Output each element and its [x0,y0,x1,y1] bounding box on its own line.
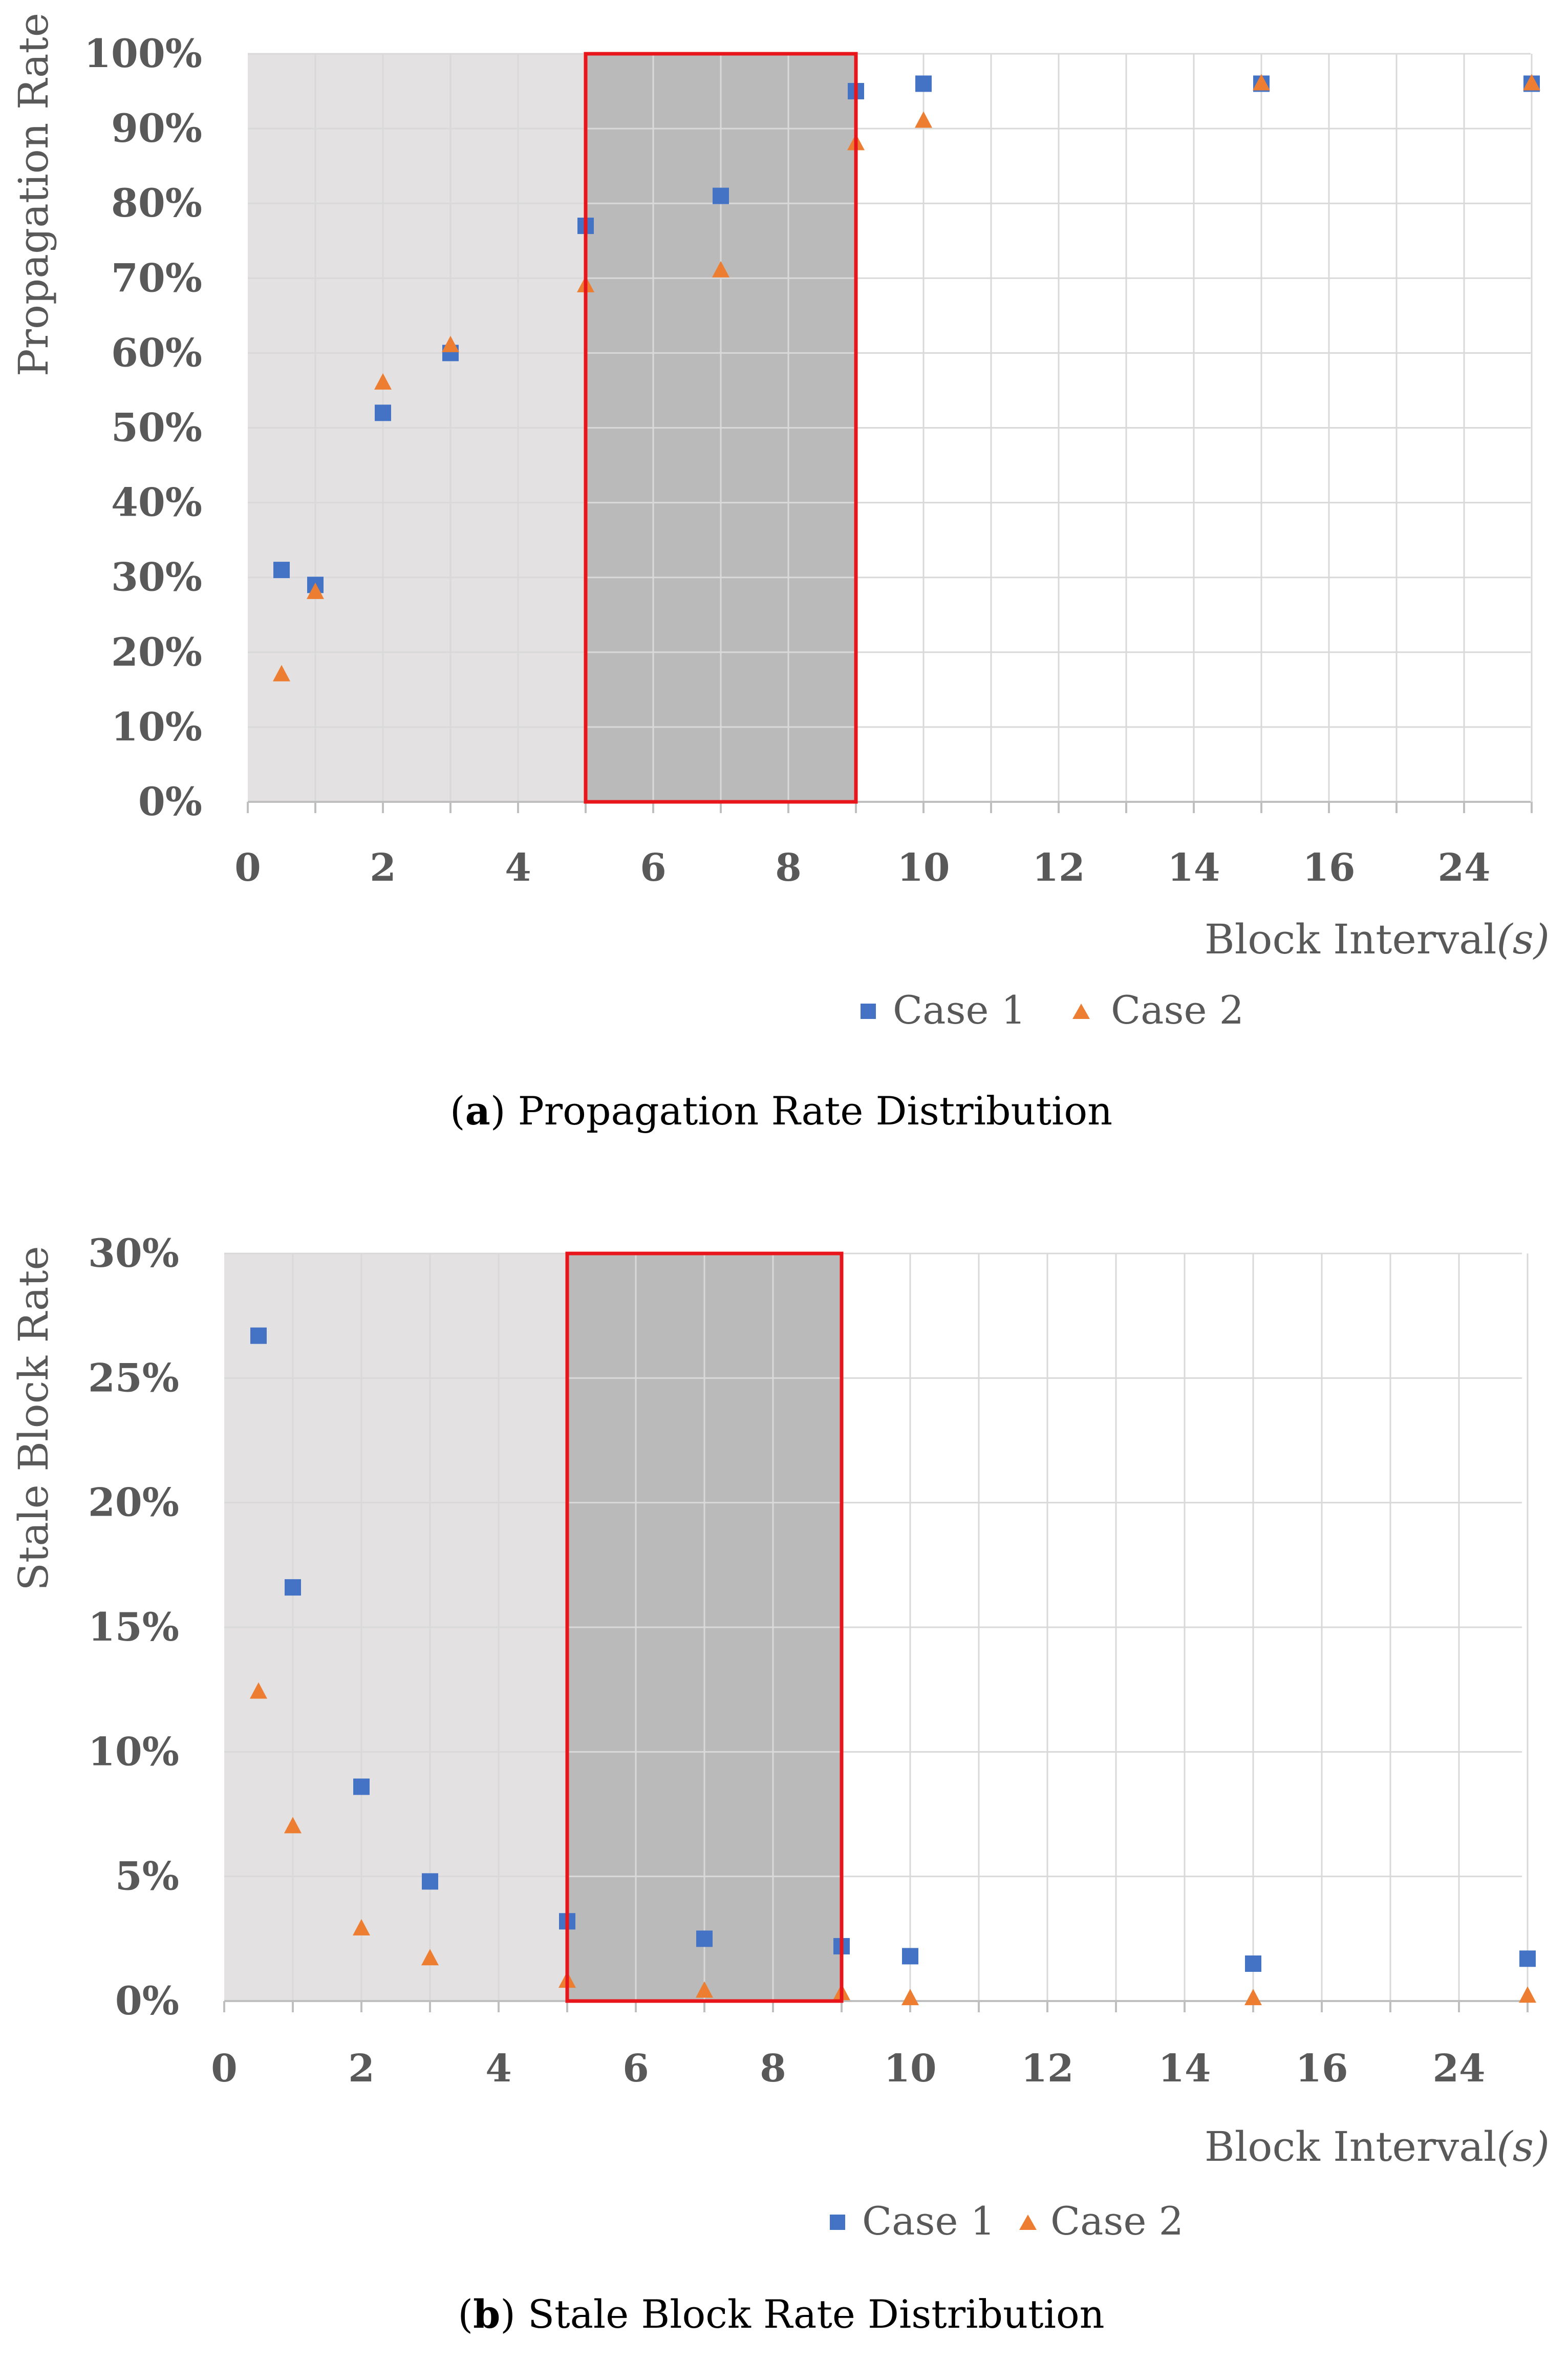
b-point-case1 [353,1778,370,1795]
a-y-tick-label: 20% [111,629,202,675]
a-x-tick-label: 8 [775,846,802,890]
a-point-case2 [442,335,459,352]
b-x-tick-label: 6 [622,2047,649,2091]
a-point-case2 [1253,74,1270,91]
b-point-case1 [285,1579,301,1596]
b-legend-case1-label: Case 1 [862,2198,995,2244]
b-point-case2 [1244,1989,1262,2006]
b-x-tick-label: 2 [348,2047,375,2091]
a-y-tick-label: 40% [111,480,202,525]
a-legend-case2-marker [1072,1004,1090,1019]
a-x-tick-label: 24 [1438,846,1491,890]
b-legend-case2-marker [1019,2215,1037,2230]
a-x-tick-label: 12 [1033,846,1085,890]
a-y-tick-label: 80% [111,180,202,226]
a-point-case1 [273,562,290,579]
b-x-tick-label: 4 [485,2047,512,2091]
b-point-case1 [902,1948,918,1965]
b-caption: (b) Stale Block Rate Distribution [458,2291,1104,2337]
chart-b: 0%5%10%15%20%25%30% 0 2 4 6 8 10 12 14 16 24 Stal… [10,1230,1550,2337]
b-y-tick-label: 5% [115,1854,179,1899]
a-data-points [273,74,1540,682]
a-point-case2 [915,111,932,128]
b-x-tick-label: 14 [1158,2047,1211,2091]
b-point-case2 [353,1919,370,1935]
a-point-case2 [307,582,324,599]
b-x-tick-label: 16 [1296,2047,1348,2091]
a-highlight-box [584,52,858,804]
b-point-case2 [284,1817,302,1834]
a-point-case2 [712,261,729,278]
a-y-tick-label: 30% [111,555,202,600]
b-legend-case1-marker [830,2215,845,2230]
a-x-tick-label: 10 [897,846,950,890]
b-y-tick-label: 0% [115,1978,179,2024]
a-x-tick-label: 14 [1168,846,1220,890]
a-y-tick-label: 100% [84,31,202,76]
b-x-tick-label: 8 [760,2047,786,2091]
a-y-tick-label: 90% [111,105,202,151]
a-caption: (a) Propagation Rate Distribution [450,1088,1112,1134]
b-x-tick-label: 0 [211,2047,238,2091]
a-y-tick-label: 70% [111,255,202,301]
a-legend-case2-label: Case 2 [1111,987,1244,1033]
a-x-tick-label: 4 [505,846,531,890]
b-point-case2 [901,1989,919,2006]
b-legend-case2-label: Case 2 [1050,2198,1184,2244]
a-point-case2 [374,373,392,390]
a-legend-case1-label: Case 1 [893,987,1026,1033]
a-x-tick-label: 16 [1303,846,1356,890]
b-y-axis-title: Stale Block Rate [10,1246,57,1591]
b-point-case1 [1519,1950,1536,1967]
a-point-case1 [375,405,391,421]
b-y-tick-label: 10% [88,1729,179,1774]
a-x-tick-label: 2 [370,846,396,890]
a-x-axis-title: Block Interval(s) [1205,916,1550,963]
a-x-axis [247,801,1533,813]
a-y-axis-title: Propagation Rate [10,13,57,376]
a-point-case1 [713,187,729,204]
b-y-tick-label: 25% [88,1355,179,1400]
b-point-case2 [1519,1986,1536,2003]
b-y-tick-labels: 0% 5% 10% 15% 20% 25% 30% [88,1230,179,2024]
b-point-case2 [696,1981,713,1998]
a-y-tick-label: 50% [111,405,202,451]
b-highlight-box [565,1251,844,2003]
b-point-case1 [250,1327,267,1344]
a-y-tick-labels: 0% 10% 20% 30% 40% 50% 60% 70% 80% 90% 100% [84,31,202,824]
a-point-case2 [1523,74,1540,91]
b-x-tick-labels: 0 2 4 6 8 10 12 14 16 24 [211,2047,1485,2091]
a-x-tick-labels: 0 2 4 6 8 10 12 14 16 24 [234,846,1490,890]
b-point-case1 [422,1873,438,1890]
a-x-tick-label: 0 [234,846,261,890]
b-x-axis-title: Block Interval(s) [1205,2123,1550,2171]
a-x-tick-label: 6 [640,846,667,890]
b-point-case1 [696,1930,713,1947]
b-y-tick-label: 15% [88,1604,179,1650]
b-point-case2 [250,1682,267,1699]
a-y-tick-label: 60% [111,330,202,375]
b-x-tick-label: 12 [1021,2047,1074,2091]
a-y-tick-label: 10% [111,704,202,750]
b-y-tick-label: 20% [88,1480,179,1525]
b-y-tick-label: 30% [88,1230,179,1276]
a-legend: Case 1 Case 2 [861,987,1244,1033]
b-point-case1 [1245,1955,1261,1972]
a-y-tick-label: 0% [138,779,202,824]
b-point-case2 [421,1949,439,1966]
b-gridlines [224,1252,1529,2001]
b-x-axis [223,2000,1529,2012]
b-x-tick-label: 10 [884,2047,937,2091]
b-legend: Case 1 Case 2 [830,2198,1184,2244]
a-point-case2 [273,665,290,682]
b-x-tick-label: 24 [1433,2047,1486,2091]
a-legend-case1-marker [861,1004,876,1019]
a-point-case1 [915,75,932,92]
